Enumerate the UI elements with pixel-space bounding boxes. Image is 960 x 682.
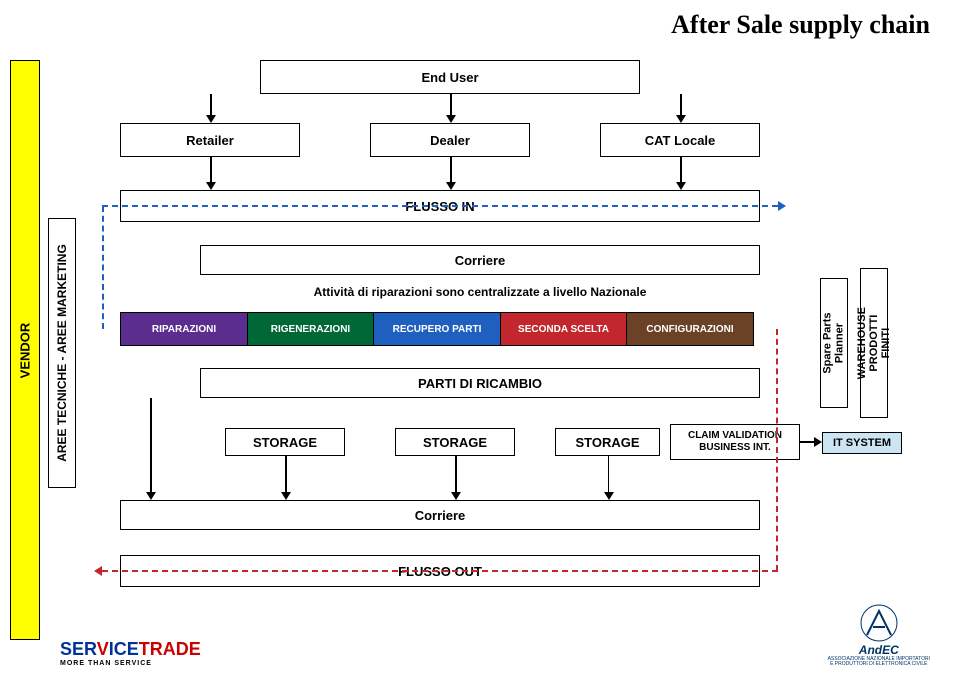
activity-cell: RECUPERO PARTI <box>373 312 501 346</box>
corriere-box-1: Corriere <box>200 245 760 275</box>
activity-cell: RIGENERAZIONI <box>247 312 375 346</box>
cat-locale-box: CAT Locale <box>600 123 760 157</box>
attivita-text: Attività di riparazioni sono centralizza… <box>200 285 760 305</box>
it-system-box: IT SYSTEM <box>822 432 902 454</box>
storage-box-1: STORAGE <box>225 428 345 456</box>
vendor-box: VENDOR <box>10 60 40 640</box>
storage-box-3: STORAGE <box>555 428 660 456</box>
page-title: After Sale supply chain <box>671 10 930 40</box>
activity-row: RIPARAZIONIRIGENERAZIONIRECUPERO PARTISE… <box>120 312 754 346</box>
aree-label: AREE TECNICHE - AREE MARKETING <box>55 244 69 462</box>
warehouse-box: WAREHOUSEPRODOTTIFINITI <box>860 268 888 418</box>
activity-cell: CONFIGURAZIONI <box>626 312 754 346</box>
flow-in-line-v <box>102 206 104 329</box>
aree-box: AREE TECNICHE - AREE MARKETING <box>48 218 76 488</box>
andec-logo: AndEC ASSOCIAZIONE NAZIONALE IMPORTATORI… <box>828 603 930 667</box>
warehouse-label: WAREHOUSEPRODOTTIFINITI <box>856 307 892 379</box>
dealer-box: Dealer <box>370 123 530 157</box>
activity-cell: RIPARAZIONI <box>120 312 248 346</box>
claim-box: CLAIM VALIDATION BUSINESS INT. <box>670 424 800 460</box>
flow-out-arrow <box>94 566 102 576</box>
end-user-box: End User <box>260 60 640 94</box>
spare-label: Spare PartsPlanner <box>822 312 846 373</box>
servicetrade-logo: SERVICETRADE MORE THAN SERVICE <box>60 639 201 667</box>
retailer-box: Retailer <box>120 123 300 157</box>
parti-ricambio-box: PARTI DI RICAMBIO <box>200 368 760 398</box>
flow-in-line-h <box>102 205 778 207</box>
flow-out-line-v <box>776 329 778 571</box>
flow-in-arrow <box>778 201 786 211</box>
flow-out-line-h <box>102 570 778 572</box>
activity-cell: SECONDA SCELTA <box>500 312 628 346</box>
vendor-label: VENDOR <box>18 322 33 378</box>
storage-box-2: STORAGE <box>395 428 515 456</box>
corriere-box-2: Corriere <box>120 500 760 530</box>
spare-parts-box: Spare PartsPlanner <box>820 278 848 408</box>
